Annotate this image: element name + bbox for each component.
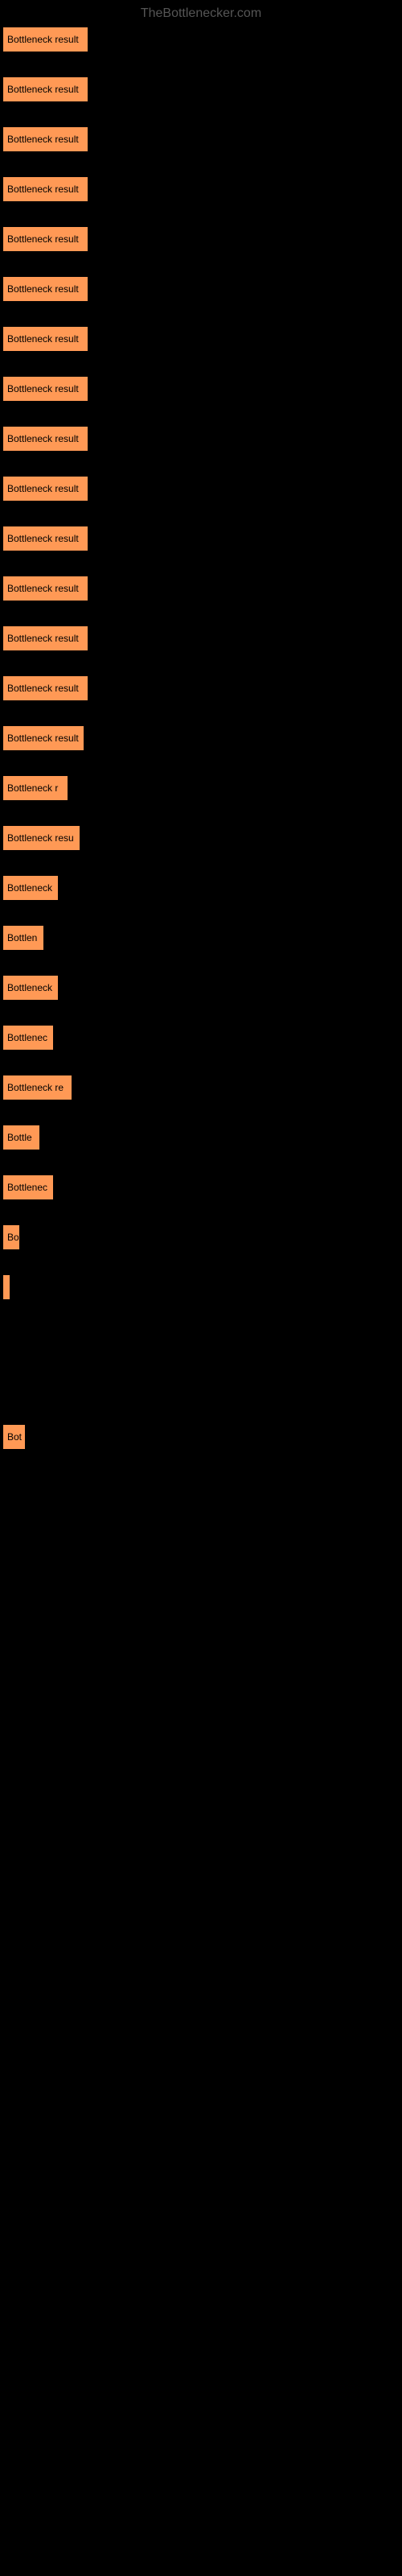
bar-label: Bottleneck result [7,633,79,644]
bar: Bottlenec [3,1026,53,1050]
bar: Bottleneck result [3,27,88,52]
bar-label: Bottleneck result [7,134,79,145]
bar: Bottleneck result [3,626,88,650]
bar-label: Bo [7,1232,19,1243]
bar-row: Bottleneck result [3,676,399,700]
bar: Bottleneck result [3,127,88,151]
bar-row: Bottleneck re [3,1075,399,1100]
bar: Bottleneck result [3,327,88,351]
bar-row: Bottleneck result [3,626,399,650]
bar-row: Bottleneck result [3,77,399,101]
bar-label: Bot [7,1431,22,1443]
bar-row: Bottleneck [3,976,399,1000]
bar-row: Bottleneck result [3,427,399,451]
bar: Bottle [3,1125,39,1150]
bar-chart: Bottleneck result Bottleneck result Bottle… [0,27,402,1449]
bar-row [3,1275,399,1299]
bar-label: Bottlenec [7,1032,47,1043]
bar: Bottleneck result [3,427,88,451]
bar-label: Bottleneck result [7,533,79,544]
bar-row: Bottleneck [3,876,399,900]
bar-label: Bottleneck result [7,433,79,444]
bar-row: Bottleneck result [3,127,399,151]
bar-row [3,1375,399,1399]
bar-row: Bottleneck result [3,726,399,750]
bar-row: Bottleneck result [3,277,399,301]
bar-row: Bottlenec [3,1175,399,1199]
bar-label: Bottleneck result [7,233,79,245]
bar-row: Bot [3,1425,399,1449]
bar: Bottleneck result [3,676,88,700]
bar: Bottleneck result [3,576,88,601]
bar: Bottleneck result [3,477,88,501]
bar-label: Bottleneck result [7,283,79,295]
bar: Bottleneck r [3,776,68,800]
bar-label: Bottleneck result [7,84,79,95]
bar-row: Bottlenec [3,1026,399,1050]
bar: Bot [3,1425,25,1449]
bar-label: Bottleneck [7,982,52,993]
bar-label: Bottleneck result [7,34,79,45]
bar-label: Bottleneck result [7,383,79,394]
bar: Bottleneck [3,976,58,1000]
bar-label: Bottlen [7,932,37,943]
bar-row: Bottleneck result [3,526,399,551]
bar-label: Bottlenec [7,1182,47,1193]
site-name: TheBottlenecker.com [141,6,261,20]
bar: Bottleneck resu [3,826,80,850]
bar: Bottleneck result [3,277,88,301]
bar-row: Bottleneck result [3,27,399,52]
bar-label: Bottleneck result [7,184,79,195]
bar-row: Bottleneck result [3,377,399,401]
bar: Bo [3,1225,19,1249]
bar: Bottleneck result [3,726,84,750]
bar [3,1275,10,1299]
bar-row: Bottleneck result [3,177,399,201]
bar: Bottleneck result [3,377,88,401]
bar-label: Bottleneck result [7,733,79,744]
bar-row: Bo [3,1225,399,1249]
bar-row: Bottleneck result [3,227,399,251]
bar: Bottleneck result [3,227,88,251]
bar-label: Bottle [7,1132,32,1143]
bar-label: Bottleneck [7,882,52,894]
bar: Bottleneck result [3,177,88,201]
bar: Bottleneck [3,876,58,900]
bar: Bottleneck result [3,77,88,101]
bar-label: Bottleneck result [7,583,79,594]
bar-row: Bottleneck resu [3,826,399,850]
site-header: TheBottlenecker.com [0,0,402,27]
bar-label: Bottleneck resu [7,832,74,844]
bar-row: Bottleneck result [3,327,399,351]
bar-row: Bottleneck result [3,477,399,501]
bar-row: Bottlen [3,926,399,950]
bar-row [3,1325,399,1349]
bar-label: Bottleneck re [7,1082,64,1093]
bar-row: Bottle [3,1125,399,1150]
bar-row: Bottleneck r [3,776,399,800]
bar: Bottleneck re [3,1075,72,1100]
bar-label: Bottleneck r [7,782,58,794]
bar-label: Bottleneck result [7,483,79,494]
bar: Bottleneck result [3,526,88,551]
bar-row: Bottleneck result [3,576,399,601]
bar: Bottlenec [3,1175,53,1199]
bar-label: Bottleneck result [7,683,79,694]
bar: Bottlen [3,926,43,950]
bar-label: Bottleneck result [7,333,79,345]
